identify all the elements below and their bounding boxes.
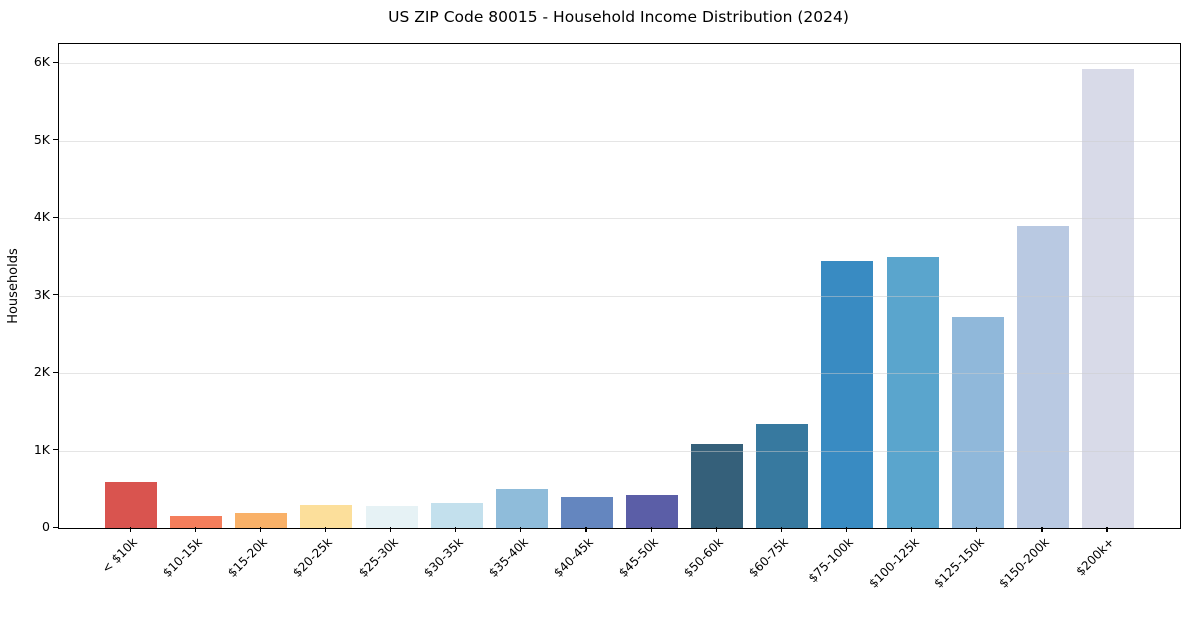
bar-35-40k (495, 488, 548, 528)
gridline-4k (59, 218, 1180, 220)
bar-25-30k (365, 505, 418, 528)
gridline-2k (59, 373, 1180, 375)
x-tick-10-15k (194, 527, 196, 532)
bar-30-35k (430, 502, 483, 528)
bar-15-20k (235, 512, 288, 528)
y-tick-label-3k: 3K (33, 286, 50, 302)
y-tick-4k (53, 216, 58, 218)
y-tick-5k (53, 139, 58, 141)
y-tick-1k (53, 449, 58, 451)
x-tick-20-25k (324, 527, 327, 532)
x-tick-25-30k (390, 527, 392, 532)
x-tick-125-150k (976, 527, 978, 532)
bar-45-50k (626, 494, 679, 528)
bar-40-45k (560, 497, 613, 528)
bar-200k (1081, 68, 1134, 528)
gridline-6k (59, 63, 1180, 65)
bar-20-25k (300, 504, 353, 528)
bar-125-150k (951, 316, 1004, 528)
gridline-5k (59, 140, 1180, 142)
x-tick-40-45k (585, 527, 587, 532)
x-tick-35-40k (520, 527, 522, 532)
chart-figure: US ZIP Code 80015 - Household Income Dis… (6, 8, 1181, 591)
chart-title: US ZIP Code 80015 - Household Income Dis… (388, 8, 849, 26)
x-tick-45-50k (650, 527, 652, 532)
gridline-3k (59, 295, 1180, 297)
y-tick-3k (53, 294, 58, 296)
y-tick-label-2k: 2K (33, 364, 50, 380)
x-tick-50-60k (715, 527, 717, 532)
bar-10k (105, 481, 157, 528)
bar-100-125k (886, 256, 939, 528)
bar-60-75k (756, 423, 809, 528)
y-tick-label-5k: 5K (33, 131, 50, 147)
x-tick-15-20k (259, 527, 261, 532)
bar-150-200k (1016, 225, 1069, 528)
bar-10-15k (170, 515, 223, 528)
x-tick-150-200k (1041, 527, 1043, 532)
y-tick-label-0: 0 (42, 519, 50, 534)
bar-50-60k (691, 443, 744, 528)
y-tick-6k (53, 61, 58, 64)
y-tick-2k (53, 371, 58, 373)
x-tick-10k (129, 527, 131, 532)
x-tick-30-35k (455, 527, 457, 532)
y-tick-0 (53, 526, 58, 528)
bar-75-100k (821, 260, 874, 528)
plot-area (58, 43, 1181, 529)
y-tick-label-6k: 6K (33, 54, 50, 70)
x-tick-100-125k (911, 527, 913, 532)
x-tick-60-75k (780, 527, 782, 532)
y-tick-label-4k: 4K (33, 209, 50, 225)
gridline-1k (59, 450, 1180, 452)
x-tick-75-100k (845, 527, 848, 532)
y-tick-label-1k: 1K (33, 441, 50, 457)
x-tick-200k (1106, 527, 1108, 532)
